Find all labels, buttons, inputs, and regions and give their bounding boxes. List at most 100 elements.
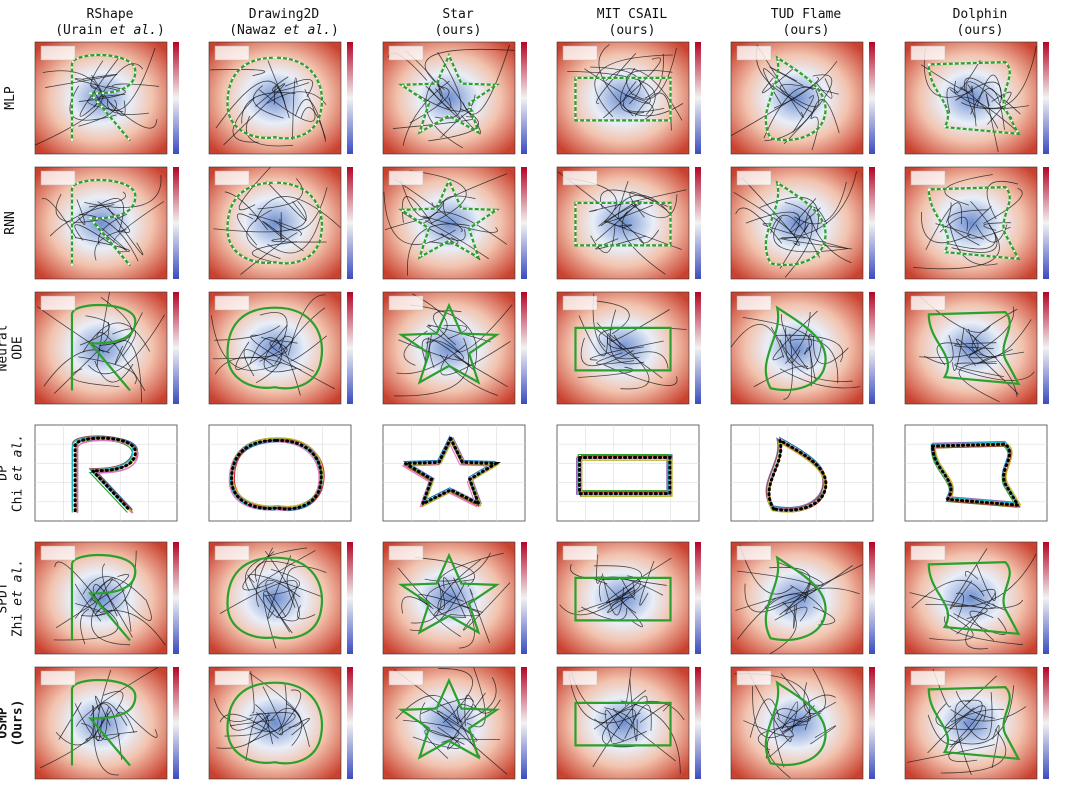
streamline [249,712,296,743]
legend-box [562,295,598,311]
plot-panel [556,166,701,280]
streamline [82,322,150,353]
streamline [272,76,310,92]
text-part: Zhi [11,606,26,637]
streamline [781,314,809,370]
streamline [624,704,652,739]
streamline [438,552,504,602]
plot-panel [34,424,178,522]
streamline [92,705,119,776]
streamline [92,584,133,638]
streamline [81,550,137,617]
streamline [783,333,793,400]
streamline [639,560,655,606]
legend-box [910,170,946,186]
colorbar [695,667,701,779]
plot-panel [382,166,527,280]
streamline [956,338,1019,395]
streamline [74,583,102,622]
streamline [430,211,508,245]
legend-box [40,545,76,561]
streamline [473,699,501,714]
streamline [94,229,127,261]
column-title: Star [442,7,473,22]
streamline [730,323,785,358]
streamline [426,579,474,638]
streamline [990,599,1024,609]
policy-trajectory [77,440,137,513]
plot-panel [34,291,179,405]
column-title: RShape [87,7,134,22]
legend-box [388,45,424,61]
demo-path [575,78,670,121]
plot-panel [208,41,353,155]
streamline [775,334,844,363]
streamline [629,678,638,742]
streamline [742,316,813,355]
streamline [255,196,341,228]
text-part: (ours) [783,23,830,38]
streamline [212,336,288,360]
text-part: Chi [11,481,26,512]
streamline [956,588,996,635]
streamline [813,336,849,365]
streamline [264,569,300,597]
streamline [412,726,461,749]
demo-path [769,440,826,510]
plot-panel [382,291,527,405]
streamline [954,342,997,350]
colorbar [347,167,353,279]
streamline [429,340,461,369]
colorbar [347,42,353,154]
streamline [78,99,117,127]
column-title: TUD Flame [771,7,842,22]
row-label: ODE [11,336,26,359]
text-part: et al. [11,434,26,481]
streamline [610,309,670,342]
streamline [594,718,624,741]
streamline [219,713,279,739]
row-label: Zhi et al. [11,559,26,637]
plot-panel [730,166,875,280]
streamline [84,175,162,208]
plot-panel [382,541,527,655]
learned-path [766,558,826,640]
legend-box [562,545,598,561]
streamline [735,592,808,612]
streamline [744,583,787,613]
streamline [250,682,287,732]
legend-box [214,545,250,561]
streamline [111,83,160,88]
streamline [270,708,310,747]
streamline [401,596,432,614]
streamline [53,599,119,641]
streamline [436,710,508,775]
demo-path [929,187,1019,259]
streamline [433,595,474,617]
streamline [393,337,469,397]
streamline [621,597,637,614]
plot-panel [208,291,353,405]
streamline [607,332,650,390]
plot-background [730,166,864,280]
streamline [747,670,792,742]
plot-background [904,424,1048,522]
streamline [593,565,642,609]
streamline [940,729,1007,774]
streamline [443,324,468,340]
row-label: RNN [3,211,18,234]
streamline [794,181,847,225]
streamline [274,307,326,365]
streamline [247,574,295,619]
streamline [45,74,118,88]
streamline [592,695,648,768]
streamline [253,85,284,119]
colorbar [173,42,179,154]
streamline [628,194,678,218]
streamline [96,331,146,392]
streamline [229,719,275,727]
learned-path [227,558,321,639]
streamline [620,576,635,597]
text-part: et al. [110,23,157,38]
